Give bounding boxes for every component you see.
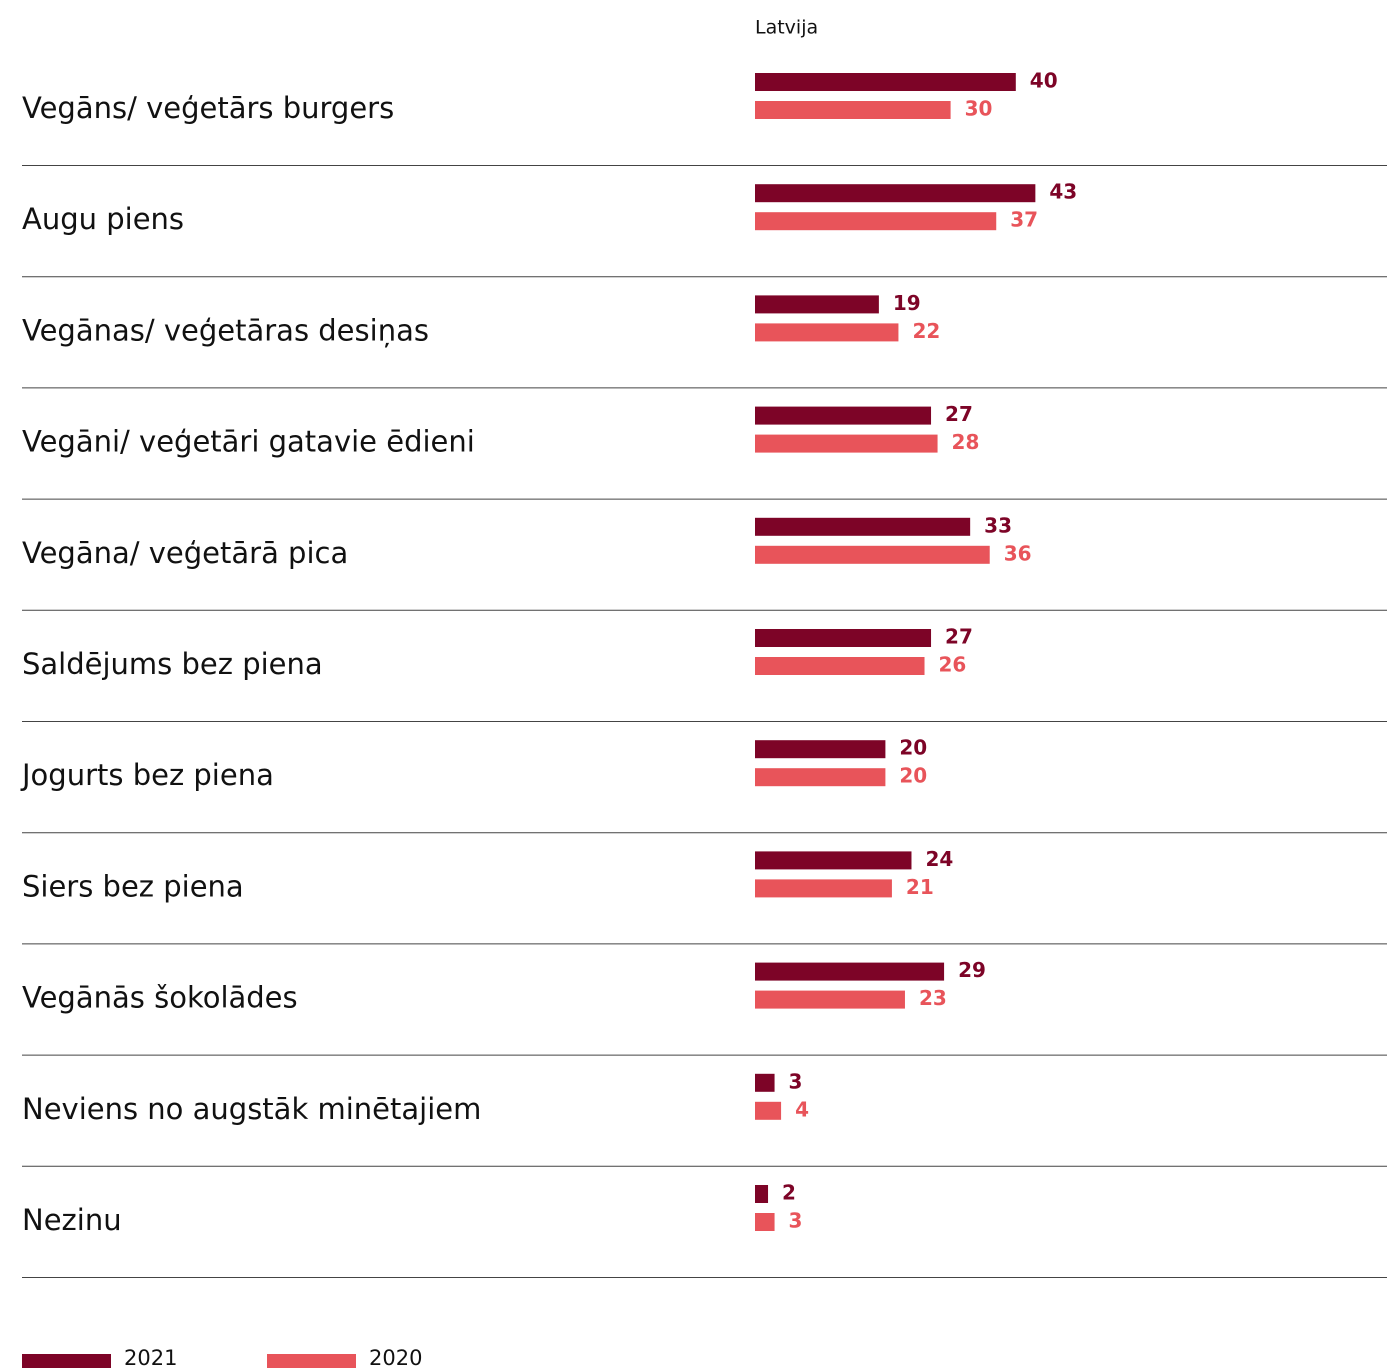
value-label: 19 [893,291,921,315]
bar [755,851,912,870]
value-label: 43 [1049,180,1077,204]
category-label: Jogurts bez piena [20,758,274,792]
category-label: Augu piens [22,202,184,236]
value-label: 21 [906,875,934,899]
category-label: Vegāna/ veģetārā pica [22,536,348,570]
value-label: 22 [912,319,940,343]
value-label: 26 [939,653,967,677]
value-label: 3 [789,1069,803,1093]
value-label: 27 [945,402,973,426]
category-label: Vegāni/ veģetāri gatavie ēdieni [22,425,475,459]
bar [755,962,945,981]
bar [755,768,886,787]
category-label: Vegānas/ veģetāras desiņas [22,313,429,347]
value-label: 33 [984,513,1012,537]
bar [755,295,879,314]
value-label: 3 [789,1209,803,1233]
value-label: 30 [965,97,993,121]
bar [755,629,932,647]
bar [755,657,925,675]
bar [755,1073,775,1092]
legend-swatch [22,1354,111,1368]
bar [755,323,899,342]
legend-swatch [267,1354,356,1368]
category-label: Nezinu [22,1203,122,1237]
value-label: 4 [795,1097,809,1121]
bar [755,990,905,1009]
value-label: 20 [899,736,927,760]
legend-label: 2020 [369,1346,422,1369]
value-label: 37 [1010,208,1038,232]
bar [755,1185,769,1203]
value-label: 28 [952,430,980,454]
category-label: Siers bez piena [22,869,244,903]
category-label: Neviens no augstāk minētajiem [22,1092,481,1126]
value-label: 27 [945,625,973,649]
value-label: 23 [919,986,947,1010]
bar [755,879,892,898]
bar [755,517,971,536]
category-label: Saldējums bez piena [22,647,323,681]
bar [755,434,938,453]
bar [755,1213,775,1231]
bar [755,73,1016,91]
value-label: 36 [1004,541,1032,565]
bar [755,184,1036,203]
value-label: 24 [925,847,953,871]
bar [755,545,990,564]
bar [755,212,997,231]
legend-label: 2021 [124,1346,177,1369]
bar [755,1101,782,1120]
bar [755,740,886,759]
value-label: 2 [782,1181,796,1205]
category-label: Vegānās šokolādes [22,981,298,1015]
value-label: 20 [899,764,927,788]
bar [755,406,932,425]
bar [755,101,951,119]
value-label: 40 [1030,69,1058,93]
category-label: Vegāns/ veģetārs burgers [22,91,394,125]
chart-subtitle: Latvija [755,17,818,39]
value-label: 29 [958,958,986,982]
